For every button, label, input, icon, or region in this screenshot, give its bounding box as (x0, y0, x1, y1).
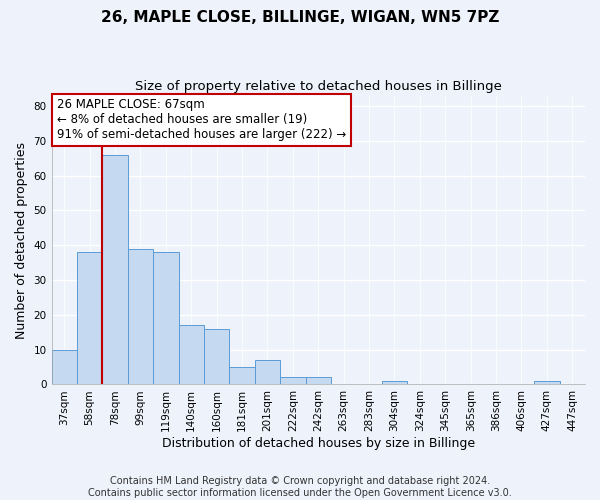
Bar (153, 252, 179, 384)
Y-axis label: Number of detached properties: Number of detached properties (15, 142, 28, 338)
Text: 26 MAPLE CLOSE: 67sqm
← 8% of detached houses are smaller (19)
91% of semi-detac: 26 MAPLE CLOSE: 67sqm ← 8% of detached h… (57, 98, 346, 142)
Text: Contains HM Land Registry data © Crown copyright and database right 2024.
Contai: Contains HM Land Registry data © Crown c… (88, 476, 512, 498)
Bar (534, 381, 560, 384)
Bar (179, 326, 204, 384)
Text: 26, MAPLE CLOSE, BILLINGE, WIGAN, WN5 7PZ: 26, MAPLE CLOSE, BILLINGE, WIGAN, WN5 7P… (101, 10, 499, 25)
Bar (280, 378, 305, 384)
X-axis label: Distribution of detached houses by size in Billinge: Distribution of detached houses by size … (162, 437, 475, 450)
Bar (305, 378, 331, 384)
Bar (52, 350, 77, 384)
Bar (382, 381, 407, 384)
Bar (255, 360, 280, 384)
Bar (103, 154, 128, 384)
Bar (77, 252, 103, 384)
Bar (204, 329, 229, 384)
Bar (128, 248, 153, 384)
Title: Size of property relative to detached houses in Billinge: Size of property relative to detached ho… (135, 80, 502, 93)
Bar (229, 367, 255, 384)
